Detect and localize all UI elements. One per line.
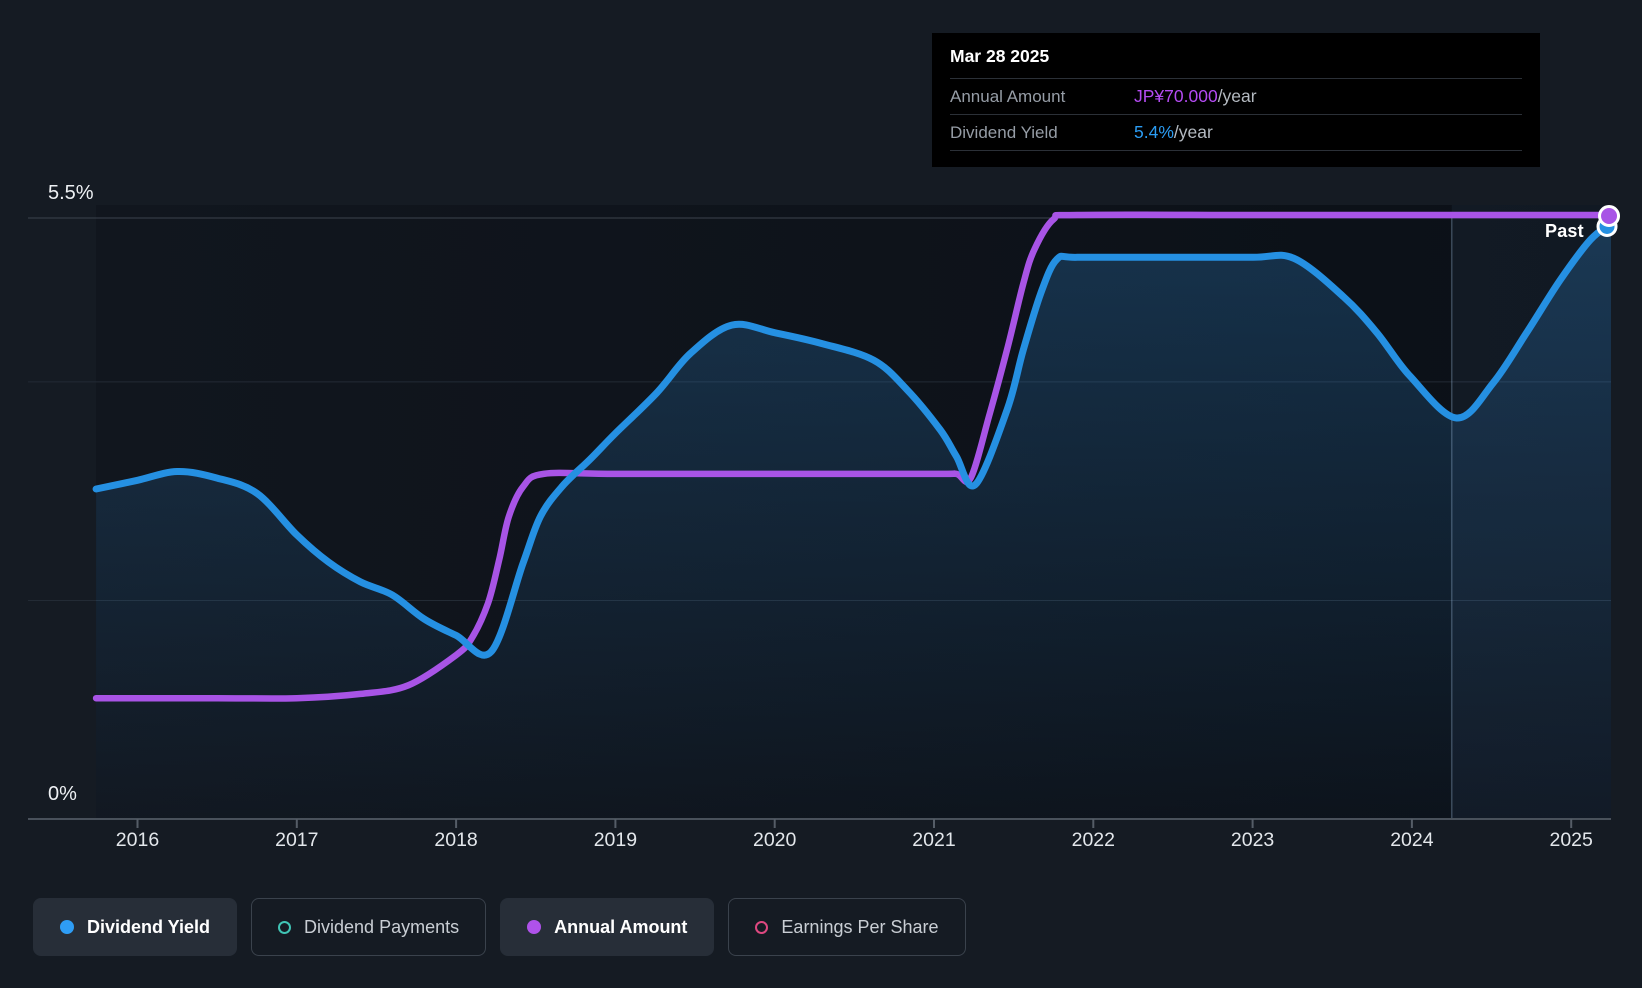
legend-toggle-annual-amount[interactable]: Annual Amount [500, 898, 715, 956]
tooltip-label: Annual Amount [950, 86, 1066, 106]
tooltip-row-dividend-yield: Dividend Yield 5.4%/year [950, 115, 1522, 151]
legend-toggle-dividend-yield[interactable]: Dividend Yield [33, 898, 238, 956]
tooltip-value-annual-amount: JP¥70.000 [1134, 86, 1218, 106]
legend-label: Dividend Yield [87, 916, 211, 937]
chart-legend: Dividend Yield Dividend Payments Annual … [33, 898, 966, 956]
tooltip-row-annual-amount: Annual Amount JP¥70.000/year [950, 79, 1522, 115]
legend-label: Annual Amount [554, 916, 688, 937]
tooltip-value-suffix: /year [1173, 122, 1213, 142]
dividend-payments-swatch-icon [278, 920, 292, 934]
dividend-yield-swatch-icon [60, 920, 74, 934]
legend-toggle-dividend-payments[interactable]: Dividend Payments [251, 898, 487, 956]
tooltip-date: Mar 28 2025 [950, 33, 1522, 79]
y-axis-zero-label: 0% [48, 783, 77, 805]
annual-amount-line [92, 211, 1615, 702]
annual-amount-endpoint-marker [1598, 205, 1621, 227]
past-period-band [1451, 205, 1611, 819]
dividend-yield-area [96, 223, 1611, 819]
legend-label: Earnings Per Share [781, 916, 939, 937]
annual-amount-swatch-icon [527, 920, 542, 934]
tooltip-label: Dividend Yield [950, 122, 1058, 142]
dividend-yield-line [92, 220, 1615, 659]
y-axis-max-label: 5.5% [48, 182, 94, 204]
legend-toggle-earnings-per-share[interactable]: Earnings Per Share [728, 898, 966, 956]
legend-label: Dividend Payments [304, 916, 460, 937]
earnings-per-share-swatch-icon [755, 920, 769, 934]
past-period-label: Past [1545, 221, 1584, 241]
tooltip-value-dividend-yield: 5.4% [1134, 122, 1174, 142]
chart-tooltip: Mar 28 2025 Annual Amount JP¥70.000/year… [932, 33, 1540, 167]
tooltip-value-suffix: /year [1217, 86, 1257, 106]
